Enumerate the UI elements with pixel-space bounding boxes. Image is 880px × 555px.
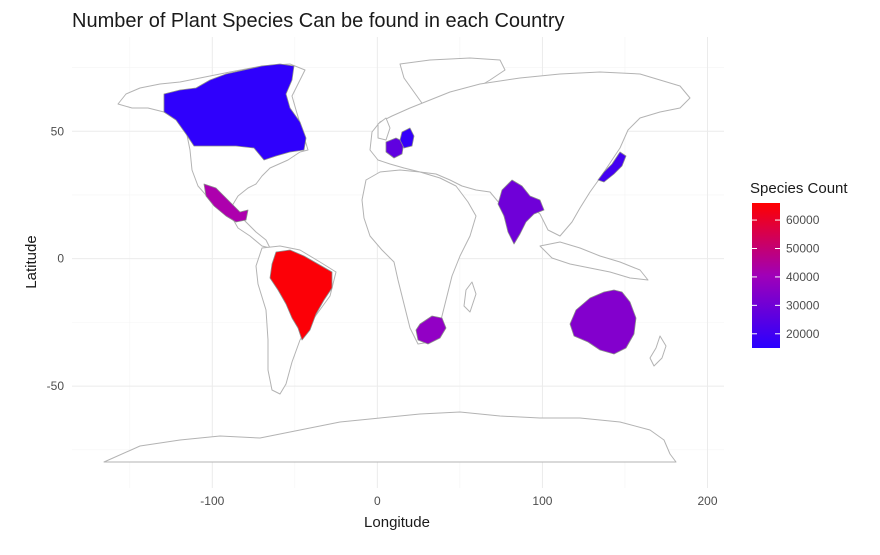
legend-ticks: 60000 50000 40000 30000 20000 — [752, 213, 820, 341]
y-tick-label: 0 — [57, 252, 64, 266]
country-south-africa[interactable] — [415, 315, 447, 345]
x-tick-label: -100 — [200, 494, 224, 508]
country-australia[interactable] — [569, 289, 637, 355]
y-tick-label: 50 — [51, 124, 65, 138]
country-japan[interactable] — [597, 151, 627, 183]
y-tick-label: -50 — [47, 379, 65, 393]
y-axis-title: Latitude — [23, 235, 40, 288]
country-mexico[interactable] — [203, 183, 249, 223]
axes: Latitude Longitude -100 0 100 200 -50 0 50 — [23, 124, 718, 531]
antarctica-outline — [103, 411, 677, 463]
country-india[interactable] — [497, 179, 545, 245]
africa-outline — [361, 169, 477, 345]
country-germany[interactable] — [399, 127, 415, 149]
new-zealand-outline — [649, 335, 667, 367]
country-brazil[interactable] — [269, 249, 333, 341]
legend: Species Count 60000 50000 40000 30000 20000 — [750, 180, 848, 348]
country-france[interactable] — [385, 137, 405, 159]
x-axis-title: Longitude — [364, 514, 430, 531]
legend-tick-label: 20000 — [786, 327, 820, 341]
chart-title: Number of Plant Species Can be found in … — [72, 10, 565, 32]
legend-tick-label: 40000 — [786, 270, 820, 284]
legend-tick-label: 30000 — [786, 298, 820, 312]
uk-outline — [377, 117, 391, 141]
legend-color-bar — [752, 203, 780, 348]
legend-title: Species Count — [750, 180, 848, 197]
madagascar-outline — [463, 281, 477, 313]
eurasia-outline — [369, 71, 691, 237]
southeast-asia-islands-outline — [539, 241, 649, 281]
legend-tick-label: 60000 — [786, 213, 820, 227]
x-tick-label: 0 — [374, 494, 381, 508]
legend-tick-label: 50000 — [786, 241, 820, 255]
x-tick-label: 100 — [532, 494, 552, 508]
country-canada[interactable] — [163, 63, 307, 161]
highlighted-countries — [163, 63, 637, 355]
x-tick-label: 200 — [697, 494, 717, 508]
